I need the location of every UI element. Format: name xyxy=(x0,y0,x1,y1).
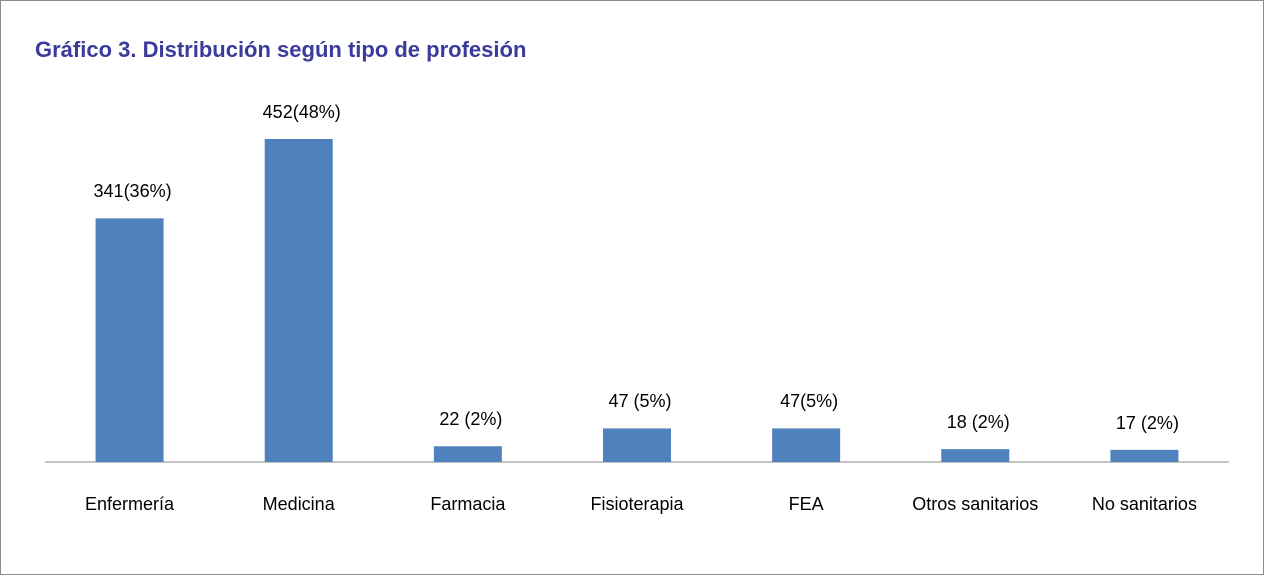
bar xyxy=(433,446,502,462)
data-label: 341(36%) xyxy=(93,181,172,202)
x-tick-label: Otros sanitarios xyxy=(912,494,1039,514)
x-tick-label: Fisioterapia xyxy=(590,494,684,514)
bar xyxy=(772,428,841,462)
x-tick-label: No sanitarios xyxy=(1091,494,1197,514)
chart-title: Gráfico 3. Distribución según tipo de pr… xyxy=(35,37,527,62)
x-tick-label: FEA xyxy=(788,494,824,514)
x-tick-label: Farmacia xyxy=(430,494,506,514)
data-label: 17 (2%) xyxy=(1115,412,1179,433)
bar xyxy=(264,139,333,462)
data-label: 47 (5%) xyxy=(608,391,672,412)
bar xyxy=(941,449,1010,462)
x-tick-label: Enfermería xyxy=(85,494,175,514)
bar xyxy=(95,218,164,462)
data-label: 22 (2%) xyxy=(439,409,503,430)
data-label: 18 (2%) xyxy=(946,412,1010,433)
x-tick-label: Medicina xyxy=(262,494,335,514)
bar xyxy=(603,428,671,462)
data-label: 47(5%) xyxy=(780,391,839,412)
bar xyxy=(1110,449,1179,462)
data-label: 452(48%) xyxy=(262,102,341,122)
